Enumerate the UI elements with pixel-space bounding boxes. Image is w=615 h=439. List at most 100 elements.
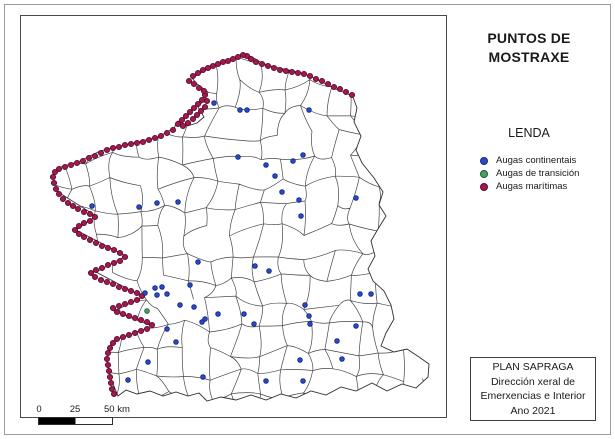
map-point-continental	[215, 311, 221, 317]
map-point-maritime	[258, 60, 266, 68]
map-point-maritime	[174, 120, 182, 128]
map-point-maritime	[125, 331, 133, 339]
map-point-maritime	[185, 77, 193, 85]
map-point-maritime	[116, 257, 124, 265]
map-point-continental	[279, 189, 285, 195]
map-point-continental	[202, 316, 208, 322]
map-point-maritime	[97, 276, 105, 284]
map-point-maritime	[157, 132, 165, 140]
map-point-maritime	[198, 96, 206, 104]
boundary-lines	[53, 54, 429, 401]
map-point-maritime	[108, 385, 116, 393]
map-point-maritime	[294, 69, 302, 77]
map-point-maritime	[110, 259, 118, 267]
map-point-continental	[152, 285, 158, 291]
map-point-maritime	[87, 269, 95, 277]
legend-label: Augas de transición	[496, 168, 580, 179]
map-point-maritime	[247, 55, 255, 63]
map-point-maritime	[80, 208, 88, 216]
map-point-maritime	[121, 285, 129, 293]
map-point-maritime	[179, 122, 187, 130]
map-point-maritime	[190, 80, 198, 88]
map-point-maritime	[110, 390, 118, 398]
map-point-continental	[191, 304, 197, 310]
map-point-continental	[300, 378, 306, 384]
map-point-maritime	[169, 126, 177, 134]
map-point-transition	[144, 308, 150, 314]
map-point-maritime	[189, 72, 197, 80]
map-point-continental	[211, 100, 217, 106]
maritime-points-layer	[49, 51, 356, 398]
map-point-maritime	[201, 103, 209, 111]
map-point-maritime	[270, 64, 278, 72]
map-point-maritime	[86, 217, 94, 225]
map-point-maritime	[288, 68, 296, 76]
map-point-continental	[173, 339, 179, 345]
map-point-maritime	[189, 115, 197, 123]
credits-box: PLAN SAPRAGA Dirección xeral de Emerxenc…	[470, 357, 596, 421]
map-point-continental	[237, 107, 243, 113]
map-point-maritime	[193, 111, 201, 119]
map-point-maritime	[97, 149, 105, 157]
map-point-maritime	[110, 246, 118, 254]
map-point-maritime	[109, 339, 117, 347]
map-point-maritime	[51, 168, 59, 176]
map-point-maritime	[86, 236, 94, 244]
map-point-maritime	[336, 85, 344, 93]
page-title-line2: MOSTRAXE	[488, 49, 570, 65]
continental-dot-icon	[480, 156, 488, 165]
map-point-maritime	[104, 261, 112, 269]
map-frame	[20, 15, 447, 418]
map-point-maritime	[324, 80, 332, 88]
map-point-maritime	[204, 64, 212, 72]
map-point-maritime	[264, 62, 272, 70]
map-point-maritime	[121, 253, 129, 261]
map-point-continental	[164, 326, 170, 332]
credits-line: Emerxencias e Interior	[480, 390, 586, 402]
map-point-continental	[142, 290, 148, 296]
map-point-maritime	[203, 97, 211, 105]
map-point-maritime	[109, 144, 117, 152]
map-point-continental	[290, 158, 296, 164]
map-point-maritime	[113, 335, 121, 343]
map-point-maritime	[195, 84, 203, 92]
map-point-maritime	[148, 321, 156, 329]
side-panel: PUNTOS DE MOSTRAXE LENDA Augas continent…	[450, 0, 608, 439]
map-point-maritime	[199, 66, 207, 74]
maritime-dot-icon	[480, 182, 488, 191]
map-point-maritime	[103, 146, 111, 154]
map-point-maritime	[80, 233, 88, 241]
map-point-maritime	[200, 87, 208, 95]
map-point-continental	[263, 378, 269, 384]
map-point-continental	[300, 152, 306, 158]
transition-dot-icon	[480, 169, 488, 178]
map-point-maritime	[214, 60, 222, 68]
map-point-maritime	[184, 119, 192, 127]
map-point-maritime	[103, 355, 111, 363]
map-point-maritime	[229, 55, 237, 63]
map-point-maritime	[115, 283, 123, 291]
legend-label: Augas continentais	[496, 155, 577, 166]
map-point-maritime	[104, 361, 112, 369]
map-point-maritime	[98, 242, 106, 250]
map-point-maritime	[91, 152, 99, 160]
map-point-maritime	[50, 179, 58, 187]
map-point-maritime	[348, 91, 356, 99]
map-point-continental	[241, 311, 247, 317]
map-point-maritime	[306, 72, 314, 80]
map-point-maritime	[75, 222, 83, 230]
map-point-continental	[357, 291, 363, 297]
galicia-outline	[52, 53, 430, 402]
map-point-continental	[136, 204, 142, 210]
map-point-maritime	[107, 379, 115, 387]
map-point-maritime	[115, 143, 123, 151]
map-point-continental	[251, 321, 257, 327]
map-point-maritime	[143, 318, 151, 326]
map-point-maritime	[131, 329, 139, 337]
map-point-maritime	[64, 199, 72, 207]
map-point-maritime	[145, 136, 153, 144]
legend-item-continental: Augas continentais	[450, 154, 608, 167]
map-point-continental	[296, 197, 302, 203]
map-point-maritime	[197, 107, 205, 115]
